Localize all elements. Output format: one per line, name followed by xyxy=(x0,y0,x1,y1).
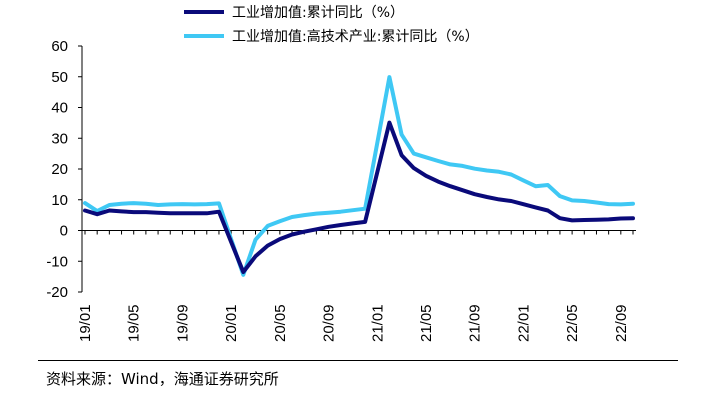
y-tick-label: 10 xyxy=(51,192,68,209)
x-tick-label: 19/01 xyxy=(77,304,94,342)
y-tick-label: -20 xyxy=(46,284,68,301)
x-tick-label: 20/01 xyxy=(223,304,240,342)
y-tick-label: -10 xyxy=(46,253,68,270)
y-tick-label: 40 xyxy=(51,100,68,117)
series-line xyxy=(83,75,635,277)
y-tick-label: 30 xyxy=(51,130,68,147)
y-tick-label: 20 xyxy=(51,161,68,178)
x-tick-label: 21/09 xyxy=(467,304,484,342)
x-tick-label: 22/01 xyxy=(515,304,532,342)
x-tick-label: 22/05 xyxy=(564,304,581,342)
axes: -20 -10 0 10 20 30 40 50 60 19/01 19/05 19/09 20/01 2… xyxy=(46,38,636,342)
y-tick-label: 60 xyxy=(51,38,68,55)
x-tick-label: 20/05 xyxy=(272,304,289,342)
x-tick-label: 20/09 xyxy=(321,304,338,342)
y-tick-label: 0 xyxy=(60,223,68,240)
x-tick-label: 21/05 xyxy=(418,304,435,342)
x-tick-label: 22/09 xyxy=(613,304,630,342)
x-tick-label: 21/01 xyxy=(369,304,386,342)
source-note: 资料来源：Wind，海通证券研究所 xyxy=(46,370,279,388)
legend-label: 工业增加值:累计同比（%） xyxy=(232,5,404,21)
legend: 工业增加值:累计同比（%） 工业增加值:高技术产业:累计同比（%） xyxy=(184,5,479,45)
x-tick-label: 19/09 xyxy=(174,304,191,342)
line-chart: 工业增加值:累计同比（%） 工业增加值:高技术产业:累计同比（%） -20 -10 0… xyxy=(46,5,636,342)
series-line xyxy=(83,120,635,274)
y-tick-label: 50 xyxy=(51,69,68,86)
series-group xyxy=(83,75,635,277)
legend-label: 工业增加值:高技术产业:累计同比（%） xyxy=(232,28,479,45)
source-divider xyxy=(38,360,678,361)
x-tick-label: 19/05 xyxy=(126,304,143,342)
